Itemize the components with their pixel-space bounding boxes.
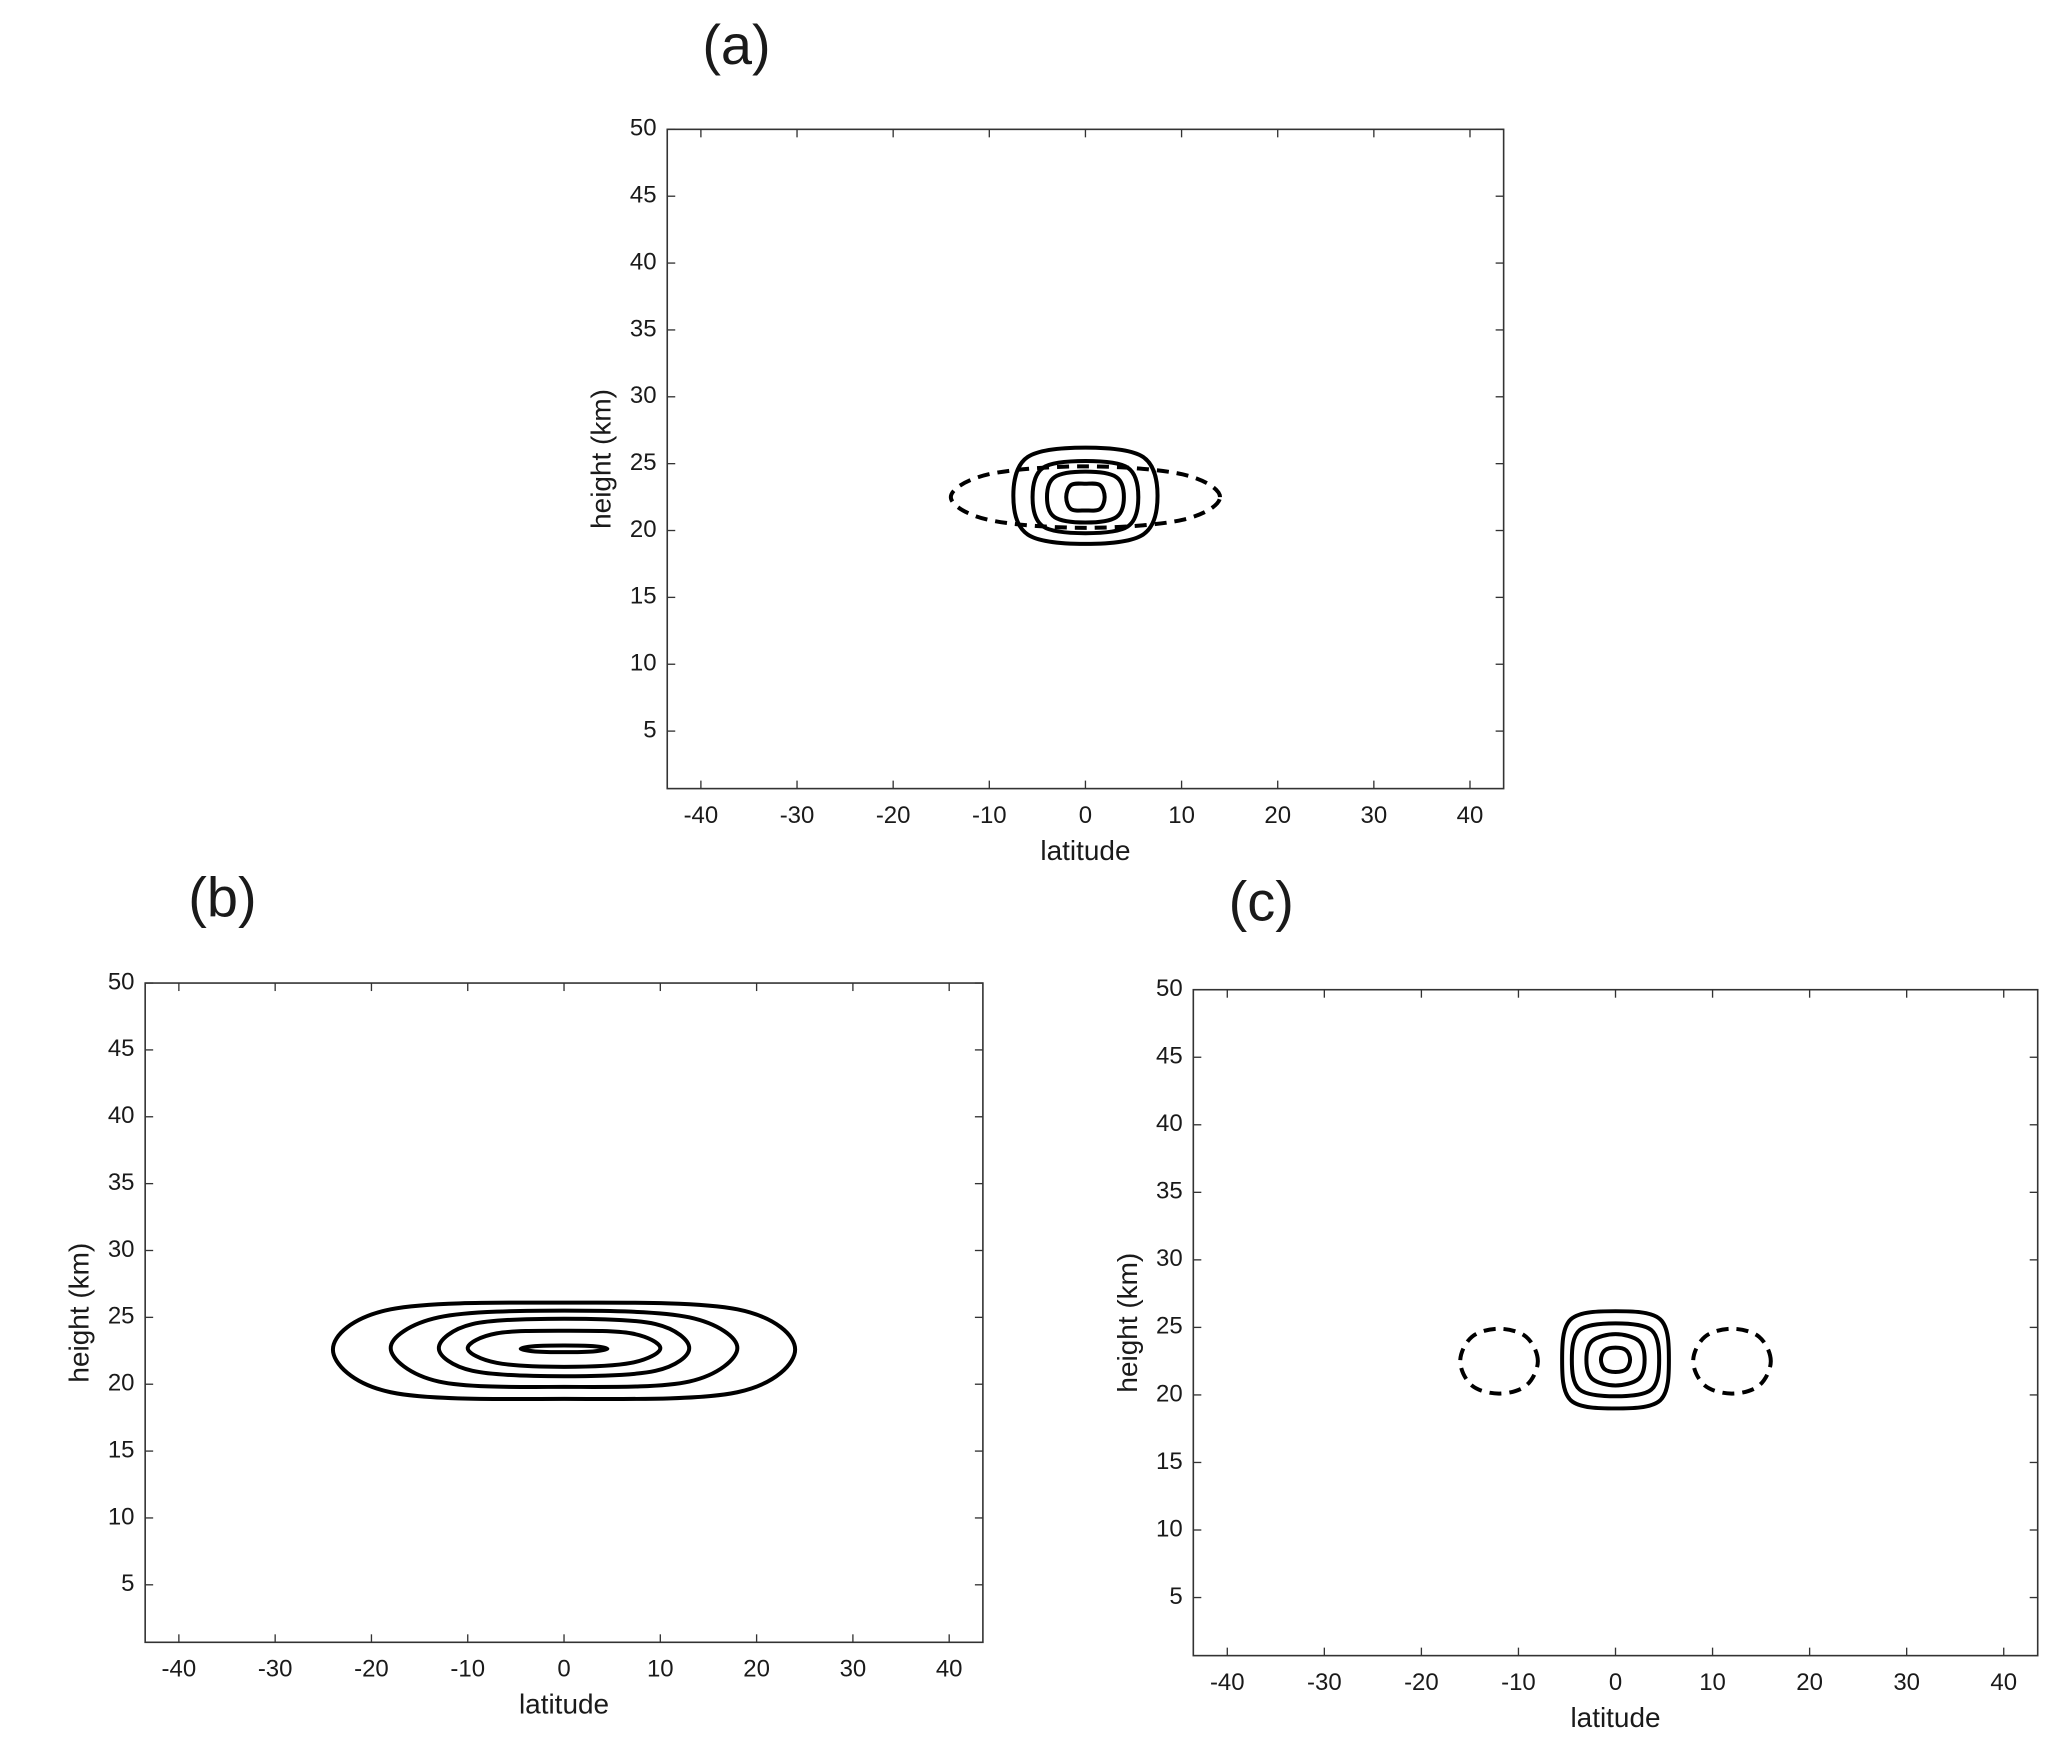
- contour-line: [1691, 1326, 1773, 1396]
- y-tick-label: 15: [1156, 1448, 1183, 1475]
- y-tick-label: 20: [630, 516, 657, 543]
- contour-line: [436, 1316, 692, 1379]
- x-tick-label: 0: [557, 1656, 570, 1683]
- x-tick-label: -20: [1404, 1669, 1439, 1696]
- x-tick-label: 10: [647, 1656, 674, 1683]
- y-tick-label: 10: [630, 650, 657, 677]
- x-tick-label: -40: [684, 802, 719, 829]
- x-tick-label: -40: [162, 1656, 197, 1683]
- contour-line: [1064, 481, 1107, 513]
- x-tick-label: -30: [258, 1656, 293, 1683]
- plot-frame: [666, 128, 1505, 790]
- y-tick-label: 20: [108, 1370, 135, 1397]
- x-tick-label: -40: [1210, 1669, 1245, 1696]
- y-tick-label: 10: [108, 1503, 135, 1530]
- x-tick-label: 30: [840, 1656, 867, 1683]
- x-axis-label: latitude: [1570, 1702, 1660, 1733]
- y-tick-label: 30: [108, 1236, 135, 1263]
- y-tick-label: 5: [643, 716, 656, 743]
- contour-line: [1030, 458, 1141, 536]
- x-tick-label: -10: [1501, 1669, 1536, 1696]
- x-tick-label: 20: [743, 1656, 770, 1683]
- contour-line: [1584, 1332, 1647, 1388]
- contour-line: [465, 1328, 663, 1369]
- y-tick-label: 45: [108, 1035, 135, 1062]
- x-tick-label: 0: [1079, 802, 1092, 829]
- y-tick-label: 25: [1156, 1313, 1183, 1340]
- y-tick-label: 25: [108, 1303, 135, 1330]
- plot-frame: [144, 982, 984, 1644]
- y-axis-label: height (km): [586, 389, 617, 529]
- contour-line: [1044, 469, 1126, 525]
- y-tick-label: 25: [630, 449, 657, 476]
- y-tick-label: 40: [108, 1102, 135, 1129]
- contour-line: [1458, 1326, 1540, 1396]
- y-tick-label: 50: [630, 115, 657, 142]
- y-tick-label: 30: [1156, 1245, 1183, 1272]
- y-tick-label: 45: [1156, 1043, 1183, 1070]
- x-tick-label: -10: [450, 1656, 485, 1683]
- contour-line: [518, 1343, 610, 1355]
- y-tick-label: 30: [630, 382, 657, 409]
- contour-line: [1569, 1321, 1662, 1399]
- y-tick-label: 15: [108, 1436, 135, 1463]
- x-tick-label: 40: [936, 1656, 963, 1683]
- contour-line: [1598, 1345, 1633, 1374]
- x-tick-label: 0: [1609, 1669, 1622, 1696]
- y-tick-label: 50: [108, 968, 135, 995]
- x-tick-label: 20: [1796, 1669, 1823, 1696]
- y-tick-label: 20: [1156, 1380, 1183, 1407]
- contour-line: [388, 1308, 740, 1389]
- contour-line: [330, 1300, 798, 1402]
- x-tick-label: -30: [1307, 1669, 1342, 1696]
- y-tick-label: 35: [1156, 1178, 1183, 1205]
- contour-line: [1011, 445, 1160, 546]
- panel-title: (c): [1229, 870, 1294, 933]
- x-tick-label: 30: [1361, 802, 1388, 829]
- y-tick-label: 40: [630, 248, 657, 275]
- x-tick-label: -20: [354, 1656, 389, 1683]
- y-tick-label: 15: [630, 583, 657, 610]
- panel-title: (a): [702, 13, 770, 76]
- x-axis-label: latitude: [1040, 835, 1130, 866]
- contour-line: [1560, 1309, 1671, 1411]
- x-tick-label: 40: [1457, 802, 1484, 829]
- x-axis-label: latitude: [519, 1689, 609, 1720]
- y-axis-label: height (km): [64, 1243, 95, 1383]
- x-tick-label: -10: [972, 802, 1007, 829]
- y-tick-label: 5: [1169, 1583, 1182, 1610]
- y-axis-label: height (km): [1112, 1253, 1143, 1393]
- y-tick-label: 10: [1156, 1515, 1183, 1542]
- x-tick-label: -20: [876, 802, 911, 829]
- contour-line: [948, 464, 1223, 530]
- y-tick-label: 35: [630, 315, 657, 342]
- panel-title: (b): [188, 866, 256, 929]
- y-tick-label: 5: [121, 1570, 134, 1597]
- x-tick-label: 20: [1264, 802, 1291, 829]
- y-tick-label: 50: [1156, 975, 1183, 1002]
- y-tick-label: 40: [1156, 1110, 1183, 1137]
- x-tick-label: -30: [780, 802, 815, 829]
- x-tick-label: 40: [1990, 1669, 2017, 1696]
- x-tick-label: 10: [1168, 802, 1195, 829]
- x-tick-label: 30: [1893, 1669, 1920, 1696]
- x-tick-label: 10: [1699, 1669, 1726, 1696]
- y-tick-label: 35: [108, 1169, 135, 1196]
- y-tick-label: 45: [630, 182, 657, 209]
